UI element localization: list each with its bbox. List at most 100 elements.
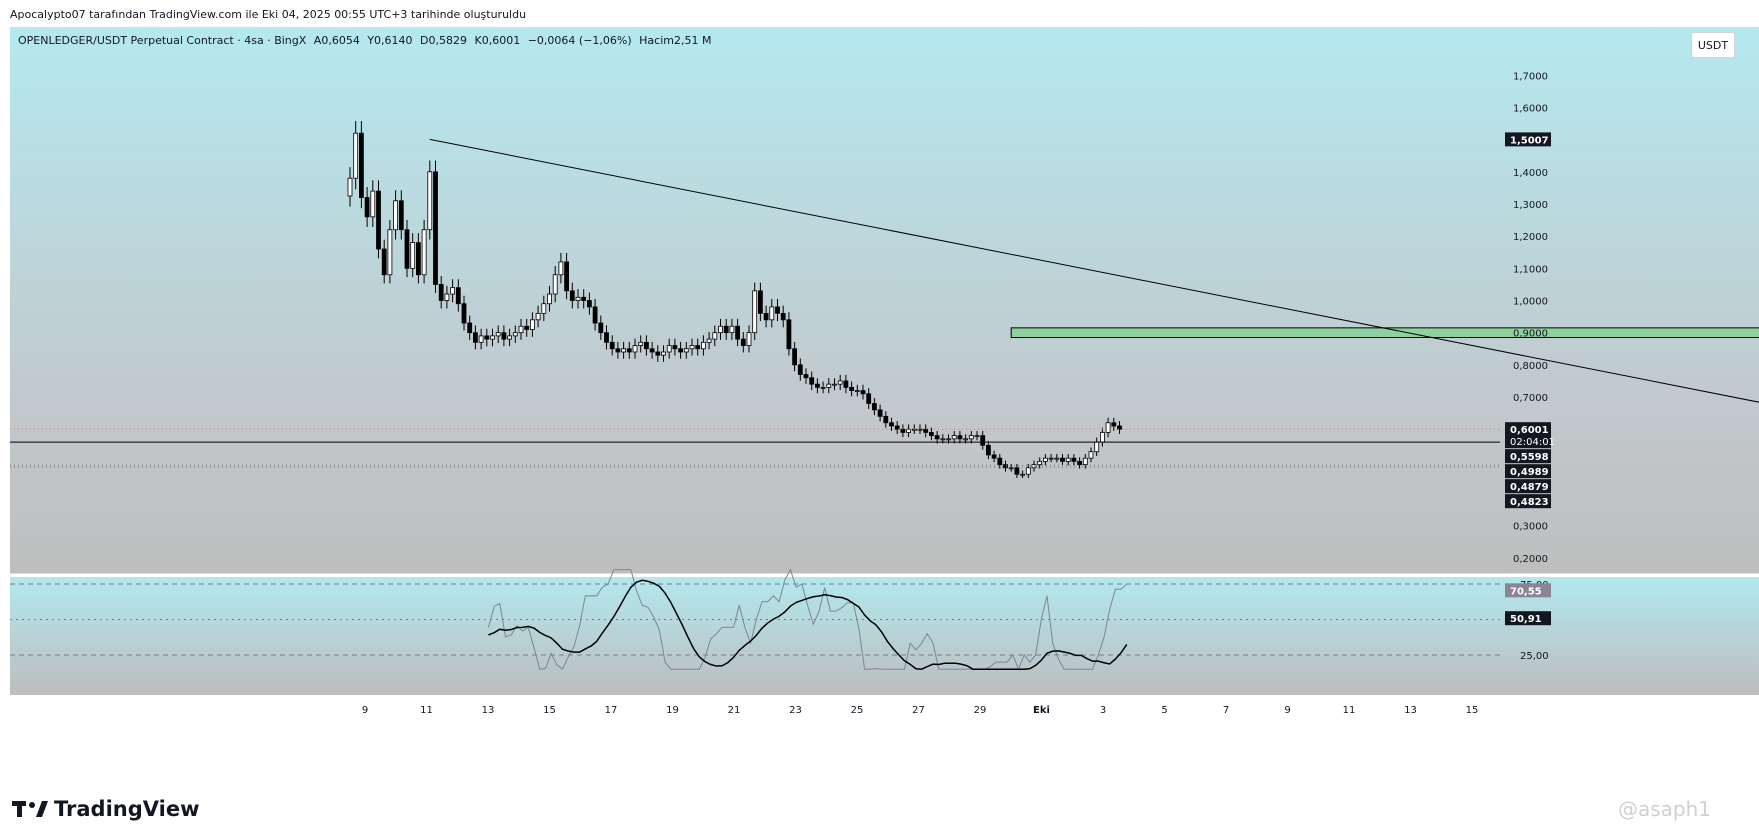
candle <box>490 328 495 347</box>
candle <box>558 252 564 284</box>
candle <box>358 120 364 209</box>
candle <box>495 325 501 344</box>
candle <box>723 318 729 340</box>
y-tick-label: 1,2000 <box>1513 232 1548 243</box>
candle <box>1008 463 1014 472</box>
x-tick-label: 5 <box>1161 705 1167 716</box>
candle <box>1111 417 1117 431</box>
currency-button[interactable]: USDT <box>1691 32 1735 58</box>
tradingview-logo[interactable]: TradingView <box>12 797 199 821</box>
candle <box>894 421 900 435</box>
candle <box>472 325 478 350</box>
price-label: 0,5598 <box>1505 449 1551 464</box>
svg-text:0,4879: 0,4879 <box>1510 482 1549 493</box>
candle <box>678 341 683 359</box>
rsi-ma-value-label: 50,91 <box>1505 611 1551 626</box>
x-tick-label: 11 <box>1343 705 1356 716</box>
candle <box>1060 454 1065 466</box>
candle <box>450 279 456 303</box>
candle <box>478 328 484 350</box>
price-label: 0,4823 <box>1505 494 1551 509</box>
candle <box>638 335 644 353</box>
y-tick-label: 1,0000 <box>1513 297 1548 308</box>
candle <box>780 305 786 328</box>
candle <box>461 295 467 331</box>
svg-text:50,91: 50,91 <box>1510 614 1542 625</box>
candle <box>427 160 433 240</box>
y-tick-label: 1,1000 <box>1513 264 1548 275</box>
candle <box>803 368 809 384</box>
candle <box>809 371 815 391</box>
candle <box>740 332 746 353</box>
candle <box>649 341 655 359</box>
x-tick-label: 9 <box>362 705 368 716</box>
candle <box>353 120 359 190</box>
candle <box>968 430 974 444</box>
candle <box>934 430 940 444</box>
candle <box>906 424 911 438</box>
candle <box>797 358 803 381</box>
x-tick-label: 21 <box>728 705 741 716</box>
y-tick-label: 1,7000 <box>1513 71 1548 82</box>
candle <box>410 233 416 278</box>
x-tick-label: 3 <box>1100 705 1106 716</box>
x-tick-label: Eki <box>1033 705 1050 716</box>
resistance-zone[interactable] <box>1010 327 1759 339</box>
candle <box>524 318 530 337</box>
candle <box>1054 454 1060 463</box>
chart-area[interactable]: 1,7000 1,6000 1,4000 1,3000 1,2000 1,1000 1,00… <box>10 27 1759 777</box>
candle <box>1105 417 1111 438</box>
candle <box>626 341 632 359</box>
candle <box>706 332 712 350</box>
candle <box>951 430 957 444</box>
candle <box>837 374 843 391</box>
close-value: K0,6001 <box>474 34 521 47</box>
candle <box>695 338 701 356</box>
candle <box>820 381 826 394</box>
candle <box>398 190 404 240</box>
candle <box>672 338 678 356</box>
price-chart[interactable]: 1,7000 1,6000 1,4000 1,3000 1,2000 1,1000 1,00… <box>10 27 1759 777</box>
candle <box>980 430 986 450</box>
candle <box>518 318 524 340</box>
candle <box>986 440 991 460</box>
candle <box>1077 457 1082 469</box>
candle <box>746 325 752 353</box>
candle <box>467 315 473 340</box>
y-tick-label: 0,2000 <box>1513 554 1548 565</box>
x-tick-label: 19 <box>666 705 679 716</box>
candle <box>923 424 929 438</box>
descending-trendline[interactable] <box>429 138 1759 455</box>
candle <box>609 335 615 356</box>
candle <box>860 384 866 400</box>
candle <box>1025 463 1031 478</box>
high-value: Y0,6140 <box>367 34 413 47</box>
x-tick-label: 23 <box>789 705 802 716</box>
candle <box>792 341 797 372</box>
candle <box>655 345 661 362</box>
candle <box>775 299 780 322</box>
candle <box>587 292 592 315</box>
candle <box>547 285 552 312</box>
x-tick-label: 15 <box>1466 705 1479 716</box>
y-tick-label: 1,3000 <box>1513 200 1548 211</box>
candle <box>974 430 980 441</box>
candle <box>552 266 558 303</box>
candle <box>564 252 569 300</box>
candle <box>1037 457 1043 469</box>
y-tick-label: 0,7000 <box>1513 393 1548 404</box>
ohlc-legend: OPENLEDGER/USDT Perpetual Contract · 4sa… <box>18 34 715 47</box>
candle <box>917 424 923 435</box>
candle <box>843 374 849 394</box>
candle <box>712 325 718 347</box>
candle <box>592 299 598 331</box>
candle <box>991 450 997 463</box>
candle <box>666 338 672 359</box>
y-tick-label: 0,9000 <box>1513 329 1548 340</box>
candle <box>387 219 393 284</box>
symbol-title[interactable]: OPENLEDGER/USDT Perpetual Contract · 4sa… <box>18 34 307 47</box>
candle <box>433 160 438 293</box>
candle <box>621 341 626 359</box>
candle <box>701 335 706 356</box>
